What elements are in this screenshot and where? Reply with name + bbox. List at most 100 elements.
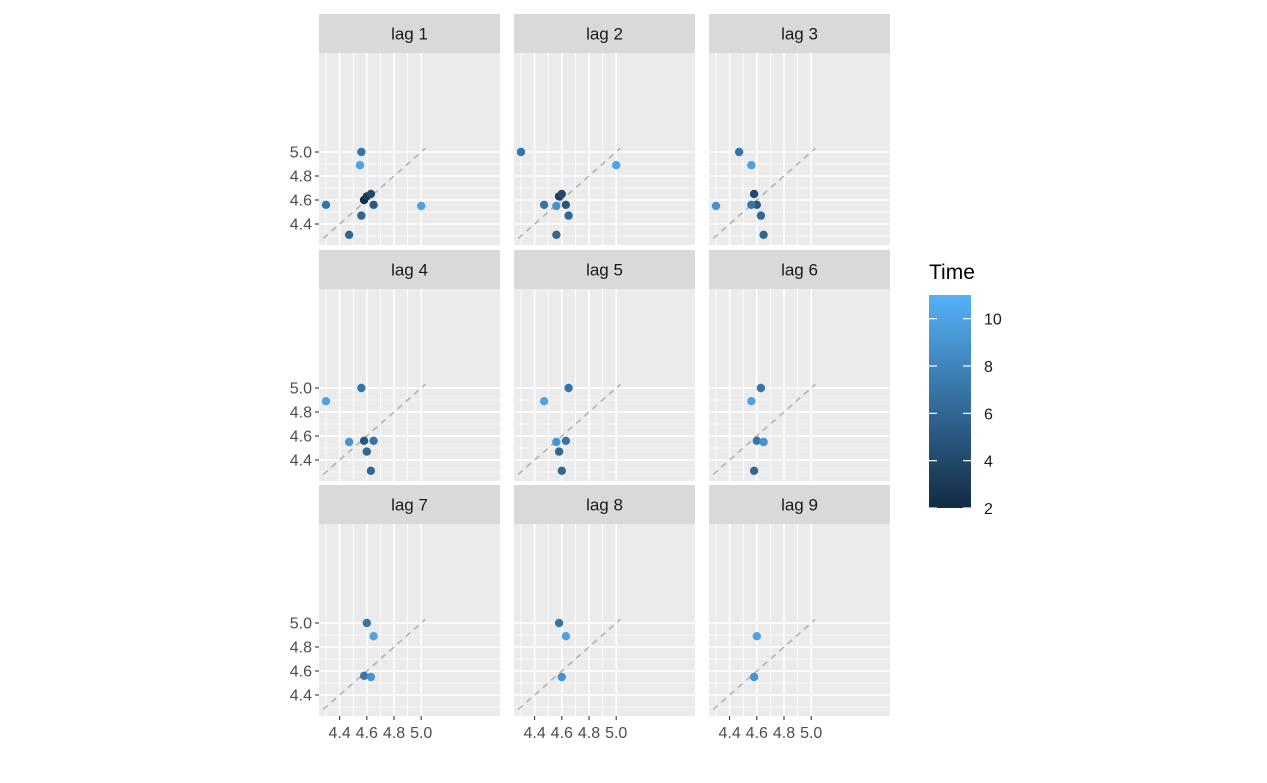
data-point [344, 437, 354, 447]
data-point [557, 672, 566, 682]
reference-line [712, 147, 816, 239]
x-tick-label: 4.4 [718, 725, 740, 742]
reference-line [712, 383, 816, 475]
y-tick-label: 4.6 [290, 664, 312, 681]
y-tick-label: 4.6 [290, 429, 312, 446]
x-tick-label: 4.6 [746, 725, 768, 742]
facet-panel: lag 4 [319, 250, 500, 481]
data-point [552, 230, 561, 239]
data-point [516, 147, 526, 157]
y-tick-label: 4.8 [290, 169, 312, 186]
legend-colorbar [929, 295, 971, 508]
data-point [362, 447, 371, 456]
facet-label: lag 4 [391, 261, 428, 280]
plot-background [319, 524, 500, 716]
facet-strip [709, 14, 890, 53]
data-point [357, 211, 366, 220]
data-point [359, 671, 369, 680]
facet-strip [319, 250, 500, 289]
y-tick-label: 5.0 [290, 381, 312, 398]
data-point [561, 200, 571, 209]
facet-panel: lag 2 [514, 14, 695, 245]
data-point [557, 189, 566, 199]
x-tick-label: 4.4 [328, 725, 350, 742]
facet-panel: lag 5 [514, 250, 695, 481]
facet-panel: lag 1 [319, 14, 500, 245]
data-point [749, 672, 759, 682]
data-point [564, 383, 573, 393]
data-point [759, 437, 768, 447]
y-tick-label: 4.4 [290, 217, 312, 234]
data-point [612, 161, 621, 170]
reference-line [712, 618, 816, 710]
axes: 4.4 4.6 4.8 5.0 4.4 4.6 4.8 5.0 4.4 4.6 4.8 5.0 4.4 4… [290, 145, 823, 743]
facet-strip [514, 250, 695, 289]
facet-strip [709, 485, 890, 524]
plot-background [514, 53, 695, 245]
data-point [357, 383, 366, 393]
data-point [561, 632, 571, 641]
data-point [564, 211, 573, 220]
facet-label: lag 3 [781, 25, 818, 44]
y-tick-label: 5.0 [290, 616, 312, 633]
facet-strip [319, 485, 500, 524]
x-tick-label: 4.8 [773, 725, 795, 742]
data-point [366, 189, 376, 199]
plot-background [514, 289, 695, 481]
facet-label: lag 1 [391, 25, 428, 44]
data-point [357, 147, 366, 157]
facet-label: lag 2 [586, 25, 623, 44]
x-tick-label: 5.0 [605, 725, 627, 742]
x-tick-label: 4.8 [578, 725, 600, 742]
data-point [366, 466, 376, 475]
facet-strip [709, 250, 890, 289]
plot-background [709, 53, 890, 245]
reference-line [322, 618, 426, 710]
data-point [759, 230, 768, 239]
y-tick-label: 4.4 [290, 688, 312, 705]
data-point [539, 397, 549, 406]
legend-label: 6 [984, 406, 993, 423]
data-point [366, 672, 376, 682]
data-point [321, 200, 331, 209]
x-tick-label: 4.8 [383, 725, 405, 742]
data-point [321, 397, 331, 406]
plot-background [709, 289, 890, 481]
legend-label: 8 [984, 359, 993, 376]
y-tick-label: 5.0 [290, 145, 312, 162]
data-point [369, 632, 378, 641]
data-point [756, 383, 766, 393]
facet-label: lag 8 [586, 496, 623, 515]
data-point [552, 437, 561, 447]
time-legend: Time 10 8 6 4 2 [929, 261, 1002, 518]
data-point [359, 436, 369, 445]
data-point [747, 161, 756, 170]
data-point [747, 397, 756, 406]
x-tick-label: 4.6 [551, 725, 573, 742]
legend-title: Time [929, 261, 975, 284]
data-point [752, 436, 761, 445]
x-tick-label: 4.4 [523, 725, 545, 742]
data-point [557, 466, 566, 475]
data-point [752, 632, 761, 641]
x-tick-label: 5.0 [800, 725, 822, 742]
legend-label: 4 [984, 454, 993, 471]
plot-background [709, 524, 890, 716]
reference-line [517, 147, 621, 239]
facet-strip [514, 14, 695, 53]
data-point [561, 436, 571, 445]
data-point [734, 147, 744, 157]
facet-strip [319, 14, 500, 53]
facet-panel: lag 3 [709, 14, 890, 245]
data-point [747, 200, 756, 209]
data-point [749, 189, 759, 199]
data-point [362, 618, 371, 628]
y-tick-label: 4.8 [290, 640, 312, 657]
data-point [711, 201, 721, 211]
reference-line [517, 618, 621, 710]
facet-panel: lag 8 [514, 485, 695, 716]
facet-label: lag 7 [391, 496, 428, 515]
facet-label: lag 5 [586, 261, 623, 280]
data-point [554, 447, 564, 456]
